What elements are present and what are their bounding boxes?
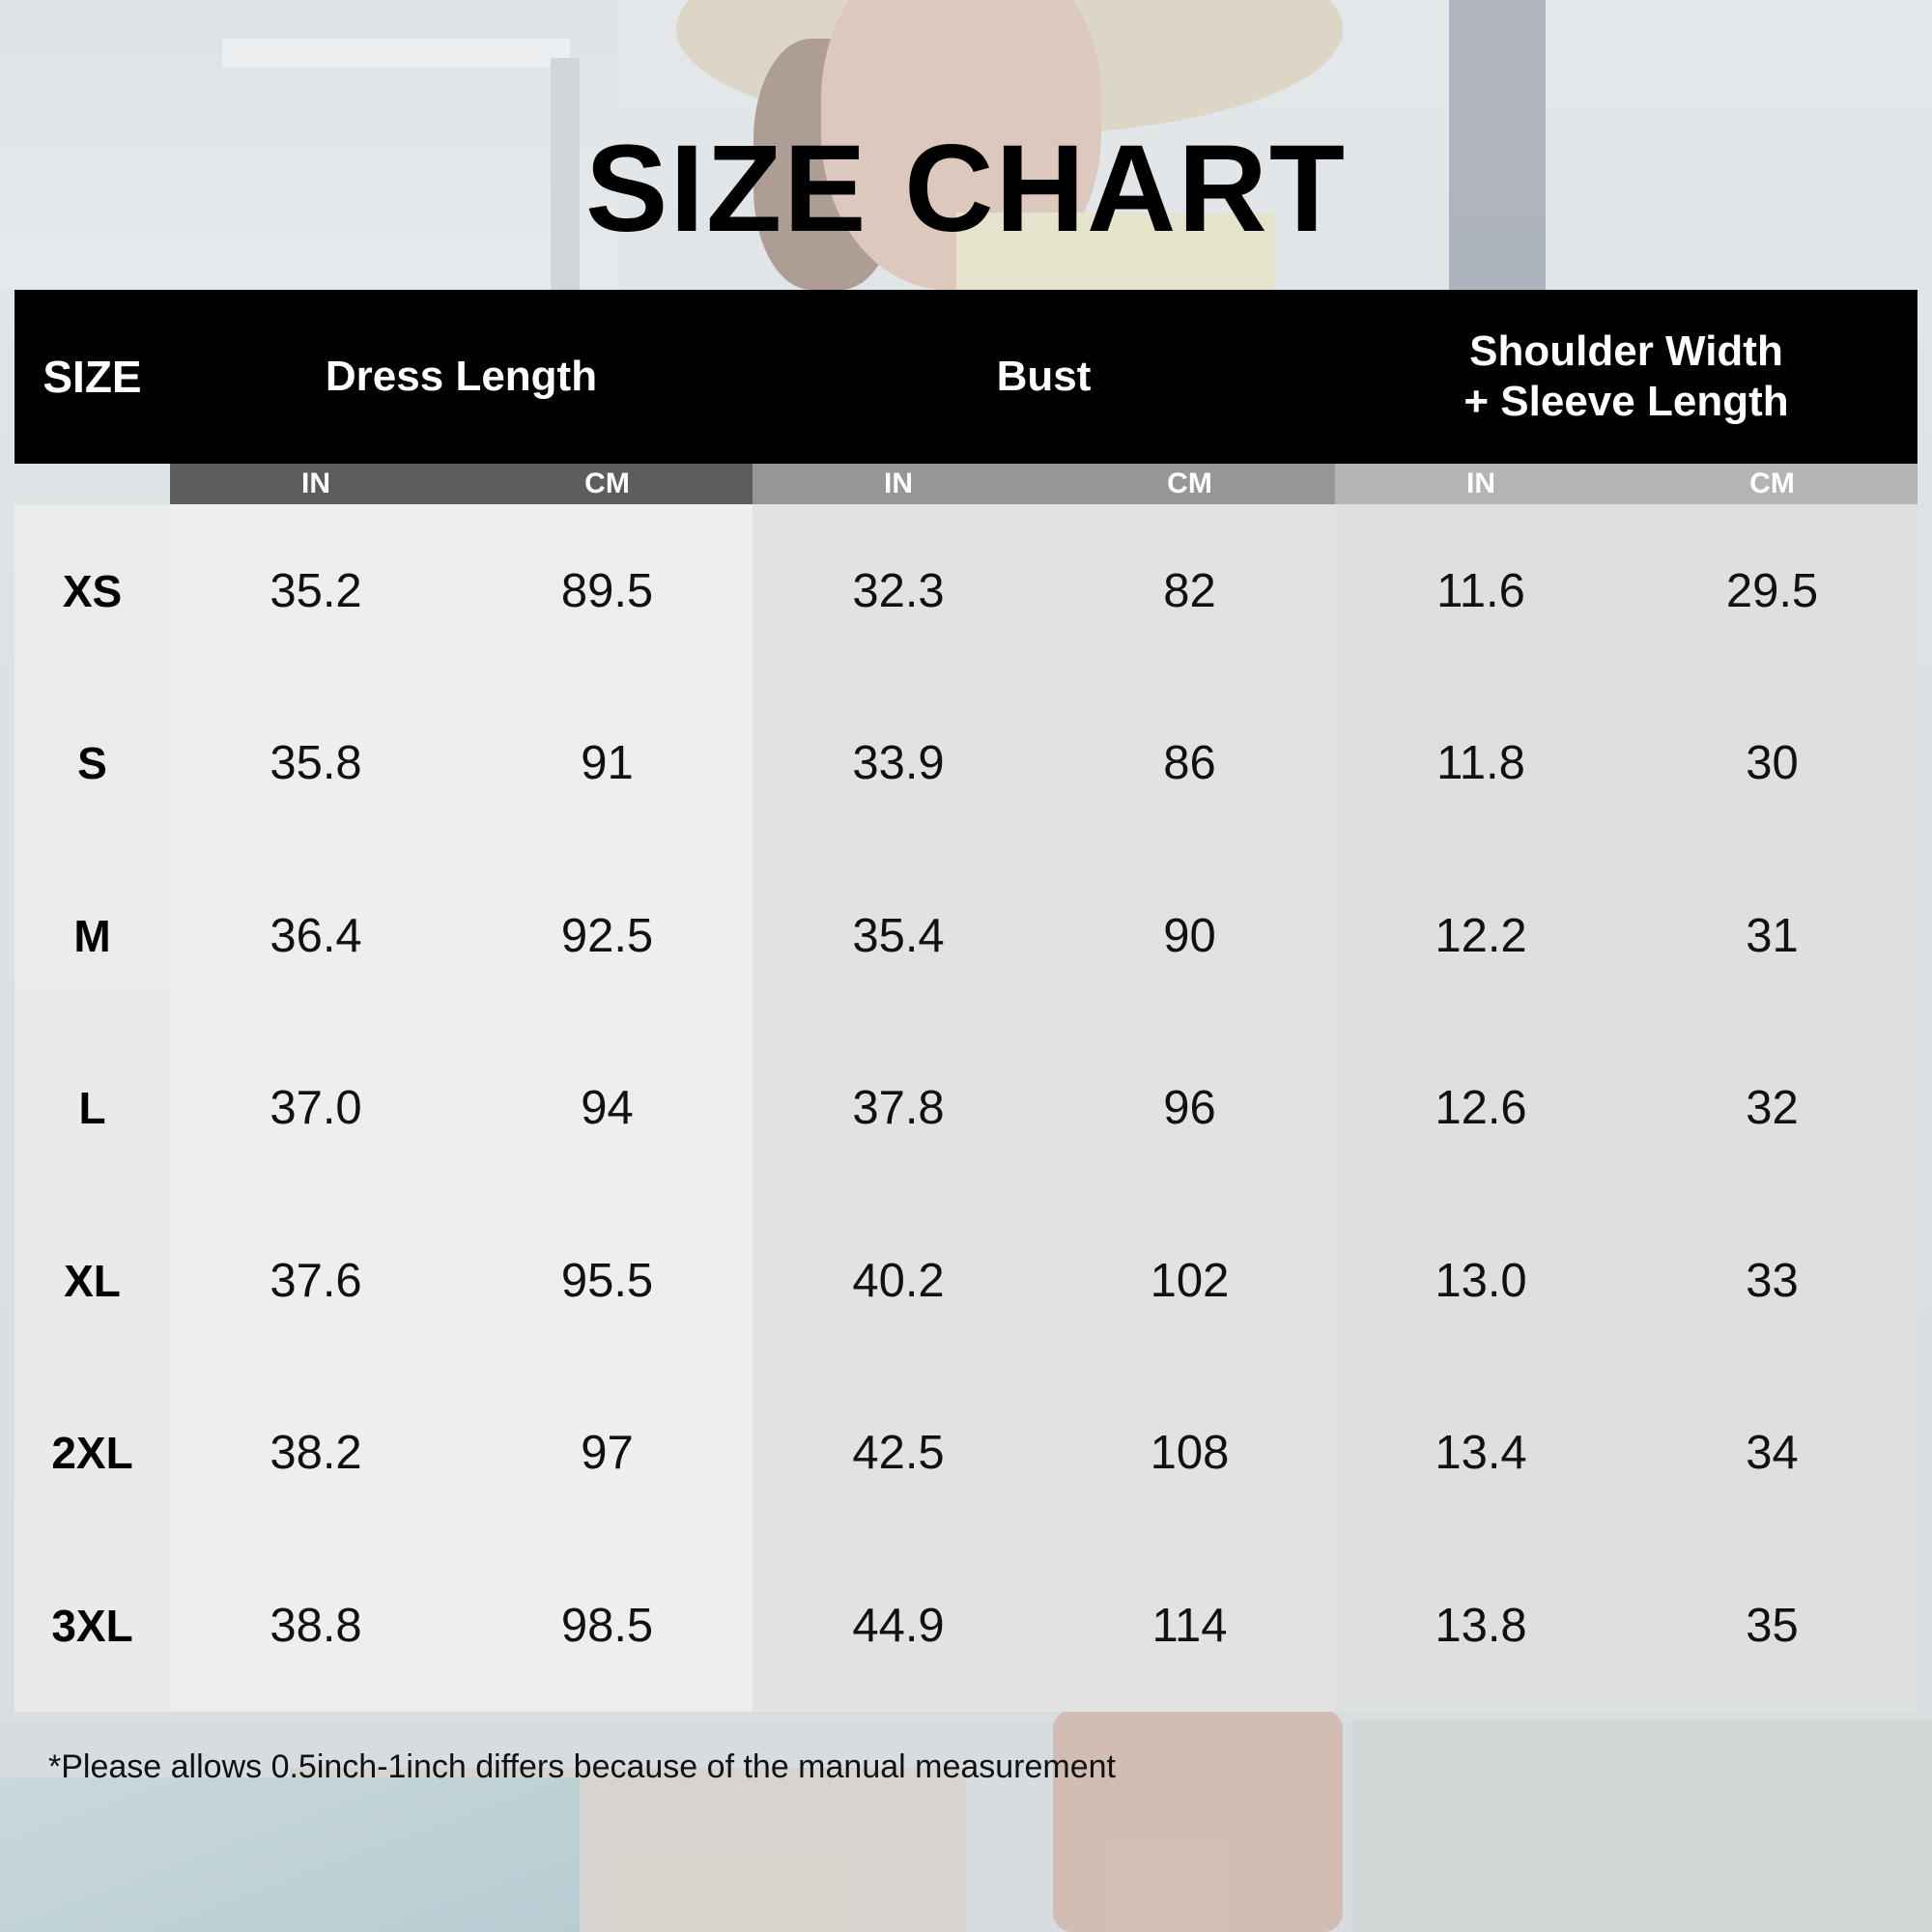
measurement-cell: 33.9 (852, 737, 945, 790)
table-row: M 36.4 92.5 35.4 90 12.2 31 (14, 849, 1918, 1022)
measurement-cell: 36.4 (270, 909, 362, 962)
column-bust (753, 504, 1335, 1712)
table-row: XS 35.2 89.5 32.3 82 11.6 29.5 (14, 504, 1918, 677)
measurement-cell: 91 (581, 737, 634, 790)
size-label: 3XL (51, 1600, 133, 1651)
measurement-cell: 35.4 (852, 909, 945, 962)
table-row: XL 37.6 95.5 40.2 102 13.0 33 (14, 1194, 1918, 1367)
column-dress-length (170, 504, 753, 1712)
unit-shoulder-in: IN (1335, 464, 1627, 504)
measurement-cell: 35.8 (270, 737, 362, 790)
measurement-cell: 89.5 (560, 564, 654, 617)
measurement-cell: 13.0 (1435, 1254, 1527, 1307)
measurement-cell: 35 (1746, 1599, 1799, 1652)
size-label: XL (64, 1255, 121, 1306)
header-size: SIZE (43, 352, 142, 402)
measurement-cell: 90 (1163, 909, 1216, 962)
measurement-cell: 32.3 (852, 564, 945, 617)
measurement-cell: 114 (1151, 1599, 1228, 1652)
page-title: SIZE CHART (585, 120, 1347, 258)
measurement-cell: 11.8 (1436, 737, 1525, 790)
size-label: 2XL (51, 1428, 133, 1479)
measurement-cell: 30 (1746, 737, 1799, 790)
table-row: 2XL 38.2 97 42.5 108 13.4 34 (14, 1367, 1918, 1540)
unit-dress-cm: CM (462, 464, 753, 504)
measurement-cell: 37.8 (852, 1082, 945, 1135)
measurement-cell: 96 (1163, 1082, 1216, 1135)
measurement-cell: 44.9 (852, 1599, 945, 1652)
measurement-cell: 12.6 (1435, 1082, 1527, 1135)
measurement-cell: 95.5 (560, 1254, 654, 1307)
measurement-cell: 32 (1746, 1082, 1799, 1135)
size-label: L (78, 1083, 106, 1134)
size-label: S (77, 738, 107, 789)
measurement-cell: 37.0 (270, 1082, 362, 1135)
header-shoulder-line1: Shoulder Width (1469, 327, 1783, 375)
measurement-cell: 92.5 (560, 909, 654, 962)
unit-bust-in: IN (753, 464, 1044, 504)
table-header: SIZE Dress Length Bust Shoulder Width + … (14, 290, 1918, 464)
measurement-cell: 34 (1746, 1427, 1799, 1480)
unit-shoulder-cm: CM (1627, 464, 1918, 504)
measurement-cell: 38.8 (270, 1599, 362, 1652)
measurement-note: *Please allows 0.5inch-1inch differs bec… (48, 1748, 1116, 1785)
size-label: XS (62, 565, 123, 616)
table-row: L 37.0 94 37.8 96 12.6 32 (14, 1022, 1918, 1195)
table-body: XS 35.2 89.5 32.3 82 11.6 29.5 S 35.8 91 33.9 86 11.… (14, 504, 1918, 1712)
measurement-cell: 42.5 (852, 1427, 945, 1480)
header-shoulder-line2: + Sleeve Length (1463, 378, 1789, 425)
measurement-cell: 86 (1163, 737, 1216, 790)
size-table: SIZE Dress Length Bust Shoulder Width + … (14, 290, 1918, 1712)
measurement-cell: 98.5 (560, 1599, 654, 1652)
header-dress-length: Dress Length (325, 353, 598, 400)
measurement-cell: 13.4 (1435, 1427, 1527, 1480)
measurement-cell: 35.2 (270, 564, 362, 617)
unit-dress-in: IN (170, 464, 462, 504)
measurement-cell: 38.2 (270, 1427, 362, 1480)
table-row: S 35.8 91 33.9 86 11.8 30 (14, 677, 1918, 850)
column-size (14, 504, 170, 1712)
unit-bust-cm: CM (1044, 464, 1335, 504)
measurement-cell: 31 (1746, 909, 1799, 962)
measurement-cell: 13.8 (1435, 1599, 1527, 1652)
measurement-cell: 94 (581, 1082, 634, 1135)
measurement-cell: 97 (581, 1427, 634, 1480)
unit-row: IN CM IN CM IN CM (14, 464, 1918, 504)
measurement-cell: 11.6 (1436, 564, 1525, 617)
column-shoulder-sleeve (1335, 504, 1918, 1712)
measurement-cell: 12.2 (1435, 909, 1527, 962)
header-bust: Bust (996, 353, 1092, 400)
measurement-cell: 29.5 (1725, 564, 1819, 617)
measurement-cell: 82 (1163, 564, 1216, 617)
measurement-cell: 33 (1746, 1254, 1799, 1307)
table-row: 3XL 38.8 98.5 44.9 114 13.8 35 (14, 1539, 1918, 1712)
measurement-cell: 108 (1150, 1427, 1230, 1480)
header-shoulder-sleeve: Shoulder Width + Sleeve Length (1335, 290, 1918, 464)
measurement-cell: 37.6 (270, 1254, 362, 1307)
measurement-cell: 40.2 (852, 1254, 945, 1307)
size-label: M (73, 910, 111, 961)
measurement-cell: 102 (1150, 1254, 1230, 1307)
